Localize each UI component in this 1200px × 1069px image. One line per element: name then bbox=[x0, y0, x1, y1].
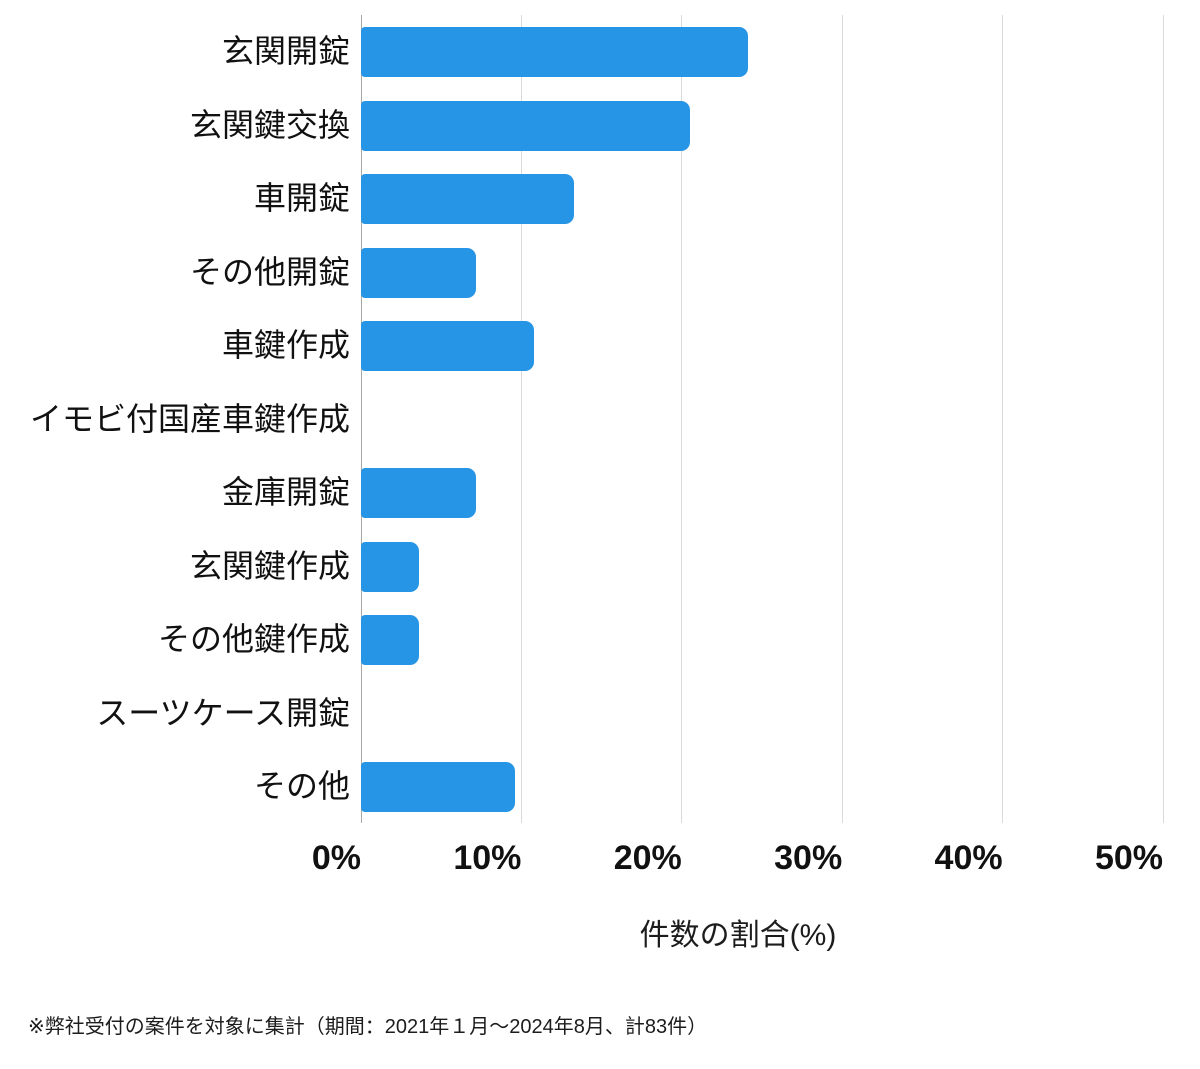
category-label: その他開錠 bbox=[189, 253, 350, 290]
y-axis-line bbox=[360, 15, 362, 823]
gridline bbox=[1002, 15, 1004, 823]
footnote: ※弊社受付の案件を対象に集計（期間：2021年１月～2024年8月、計83件） bbox=[28, 1016, 708, 1038]
chart-row: その他開錠 bbox=[0, 236, 1200, 310]
chart-row: 金庫開錠 bbox=[0, 456, 1200, 530]
bar bbox=[361, 247, 477, 298]
bar bbox=[361, 541, 419, 592]
category-label: スーツケース開錠 bbox=[96, 694, 350, 731]
x-tick-label: 30% bbox=[774, 839, 843, 877]
x-axis-ticks: 0% 10% 20% 30% 40% 50% bbox=[312, 839, 1163, 883]
bar bbox=[361, 100, 690, 151]
category-label: 車開錠 bbox=[253, 180, 350, 216]
chart-row: 車開錠 bbox=[0, 162, 1200, 236]
category-label: 玄関鍵交換 bbox=[189, 106, 350, 143]
chart-row: イモビ付国産車鍵作成 bbox=[0, 383, 1200, 457]
x-tick-label: 40% bbox=[934, 839, 1003, 877]
bar bbox=[361, 615, 419, 665]
chart-row: 玄関鍵交換 bbox=[0, 89, 1200, 163]
x-tick-label: 50% bbox=[1094, 839, 1163, 877]
chart-row: 玄関開錠 bbox=[0, 15, 1200, 89]
category-label: その他鍵作成 bbox=[157, 621, 350, 657]
x-axis-label: 件数の割合(%) bbox=[639, 919, 837, 952]
chart-rows: 玄関開錠玄関鍵交換車開錠その他開錠車鍵作成イモビ付国産車鍵作成金庫開錠玄関鍵作成… bbox=[0, 15, 1200, 825]
category-label: 金庫開錠 bbox=[221, 474, 350, 510]
chart-row: スーツケース開錠 bbox=[0, 677, 1200, 751]
gridline bbox=[681, 15, 683, 823]
category-label: 玄関鍵作成 bbox=[189, 547, 350, 584]
gridline bbox=[841, 15, 843, 823]
gridlines bbox=[360, 15, 1164, 823]
category-label: 車鍵作成 bbox=[221, 327, 350, 363]
gridline bbox=[520, 15, 522, 823]
x-tick-label: 0% bbox=[311, 839, 361, 877]
bar bbox=[361, 468, 477, 518]
category-label: その他 bbox=[253, 768, 350, 804]
chart-row: その他 bbox=[0, 750, 1200, 824]
chart-row: 玄関鍵作成 bbox=[0, 530, 1200, 604]
category-label: 玄関開錠 bbox=[221, 33, 350, 69]
x-tick-label: 20% bbox=[613, 839, 682, 877]
bar bbox=[361, 321, 535, 371]
chart-row: その他鍵作成 bbox=[0, 603, 1200, 677]
chart-row: 車鍵作成 bbox=[0, 309, 1200, 383]
gridline bbox=[1162, 15, 1164, 823]
bar bbox=[361, 174, 575, 224]
category-label: イモビ付国産車鍵作成 bbox=[29, 400, 350, 437]
x-tick-label: 10% bbox=[453, 839, 522, 877]
bar bbox=[361, 762, 515, 812]
bar bbox=[361, 27, 748, 77]
